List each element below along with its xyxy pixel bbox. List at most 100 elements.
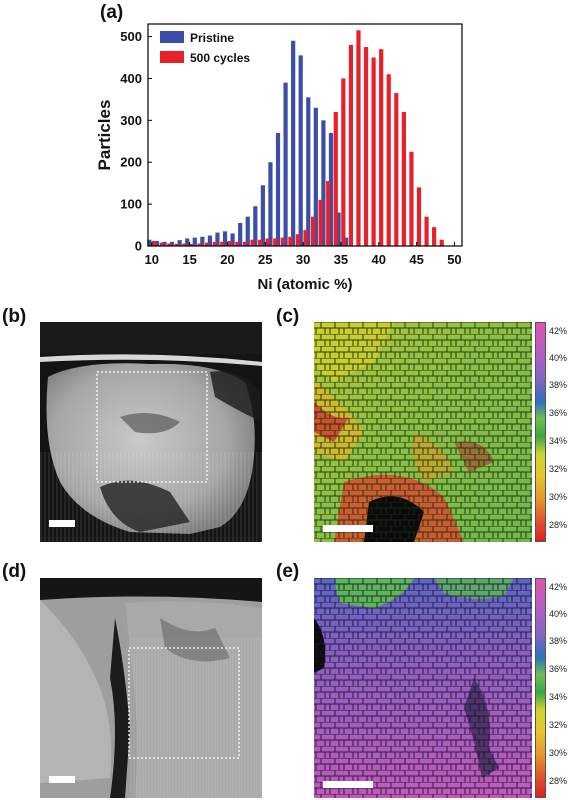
bar-pristine: [291, 40, 296, 246]
bar-500-cycles: [432, 227, 437, 246]
bar-pristine: [238, 222, 243, 246]
bar-500-cycles: [394, 93, 399, 246]
panel-label-c: (c): [276, 306, 300, 327]
colorbar-c-label: 32%: [549, 464, 568, 474]
bar-500-cycles: [159, 242, 164, 246]
bar-500-cycles: [258, 239, 263, 246]
colorbar-c-ramp: [535, 322, 546, 542]
colorbar-e-label: 28%: [549, 776, 568, 786]
bar-500-cycles: [235, 241, 240, 246]
panel-label-e: (e): [276, 561, 300, 582]
y-tick-label: 0: [135, 239, 142, 254]
bar-pristine: [162, 241, 167, 246]
sem-image-cycled: [40, 578, 262, 798]
ni-map-pristine-graphic: [314, 322, 532, 542]
colorbar-c-label: 38%: [549, 380, 568, 390]
y-tick-label: 500: [120, 29, 142, 44]
bar-500-cycles: [152, 240, 157, 246]
colorbar-e-ramp: [535, 578, 546, 798]
ni-map-pristine: [314, 322, 532, 542]
panel-label-a: (a): [100, 2, 124, 23]
scalebar-e: [323, 781, 373, 788]
bar-500-cycles: [167, 243, 172, 246]
bar-pristine: [222, 231, 228, 246]
bar-500-cycles: [439, 239, 444, 246]
bar-500-cycles: [227, 240, 232, 246]
colorbar-c-label: 36%: [549, 408, 568, 418]
legend-swatch: [160, 31, 184, 43]
y-tick-label: 200: [120, 155, 142, 170]
bar-pristine: [313, 107, 318, 247]
colorbar-c-label: 30%: [549, 492, 568, 502]
bar-500-cycles: [401, 111, 406, 247]
bar-500-cycles: [318, 199, 323, 246]
ni-map-cycled-graphic: [314, 578, 532, 798]
bar-pristine: [215, 232, 220, 246]
x-tick-label: 45: [409, 252, 423, 267]
ni-map-cycled: [314, 578, 532, 798]
bar-pristine: [177, 240, 182, 246]
bar-500-cycles: [280, 237, 285, 246]
bar-500-cycles: [273, 238, 278, 246]
colorbar-e-label: 40%: [549, 609, 568, 619]
x-tick-label: 10: [145, 252, 159, 267]
bar-pristine: [260, 185, 265, 246]
scalebar-c: [323, 525, 373, 532]
bar-500-cycles: [363, 47, 369, 246]
bar-500-cycles: [356, 30, 361, 247]
plot-frame: [147, 23, 463, 247]
x-axis-label: Ni (atomic %): [257, 276, 352, 293]
bar-pristine: [185, 238, 190, 246]
bar-pristine: [154, 240, 160, 246]
bar-pristine: [268, 162, 273, 246]
bar-500-cycles: [220, 241, 225, 246]
bar-pristine: [192, 237, 197, 246]
bar-500-cycles: [250, 239, 255, 246]
bar-500-cycles: [333, 111, 338, 247]
colorbar-c-label: 34%: [549, 436, 568, 446]
bar-500-cycles: [242, 241, 248, 246]
bar-500-cycles: [424, 216, 429, 246]
colorbar-e-label: 36%: [549, 664, 568, 674]
bar-pristine: [253, 206, 258, 246]
bar-500-cycles: [212, 241, 217, 246]
bar-pristine: [169, 241, 175, 246]
x-tick-label: 15: [182, 252, 196, 267]
bar-500-cycles: [265, 238, 270, 246]
colorbar-c-label: 40%: [549, 353, 568, 363]
bar-pristine: [283, 82, 288, 246]
sem-image-cycled-graphic: [40, 578, 262, 798]
colorbar-e-label: 30%: [549, 748, 568, 758]
x-tick-label: 35: [334, 252, 348, 267]
legend-swatch: [160, 51, 184, 63]
bar-500-cycles: [310, 216, 316, 246]
x-tick-label: 20: [220, 252, 234, 267]
colorbar-c-label: 28%: [549, 520, 568, 530]
bar-pristine: [298, 55, 303, 246]
bar-500-cycles: [416, 187, 422, 246]
bar-500-cycles: [379, 49, 384, 246]
bar-500-cycles: [409, 151, 414, 246]
sem-image-pristine: [40, 322, 262, 542]
bar-500-cycles: [288, 236, 293, 246]
bar-500-cycles: [197, 243, 202, 246]
sem-image-pristine-graphic: [40, 322, 262, 542]
bar-500-cycles: [326, 181, 331, 246]
bar-pristine: [200, 236, 205, 246]
bar-500-cycles: [303, 230, 308, 246]
panel-label-b: (b): [2, 306, 27, 327]
scalebar-d: [49, 776, 75, 783]
bar-500-cycles: [174, 243, 179, 246]
colorbar-e-label: 38%: [549, 636, 568, 646]
bar-500-cycles: [386, 74, 391, 246]
y-tick-label: 300: [120, 113, 142, 128]
bar-pristine: [147, 239, 152, 246]
bar-pristine: [306, 97, 311, 246]
legend-label: Pristine: [190, 31, 234, 45]
y-tick-label: 100: [120, 197, 142, 212]
colorbar-e-label: 32%: [549, 720, 568, 730]
x-tick-label: 25: [258, 252, 272, 267]
bar-500-cycles: [189, 243, 195, 246]
bar-500-cycles: [205, 242, 210, 246]
